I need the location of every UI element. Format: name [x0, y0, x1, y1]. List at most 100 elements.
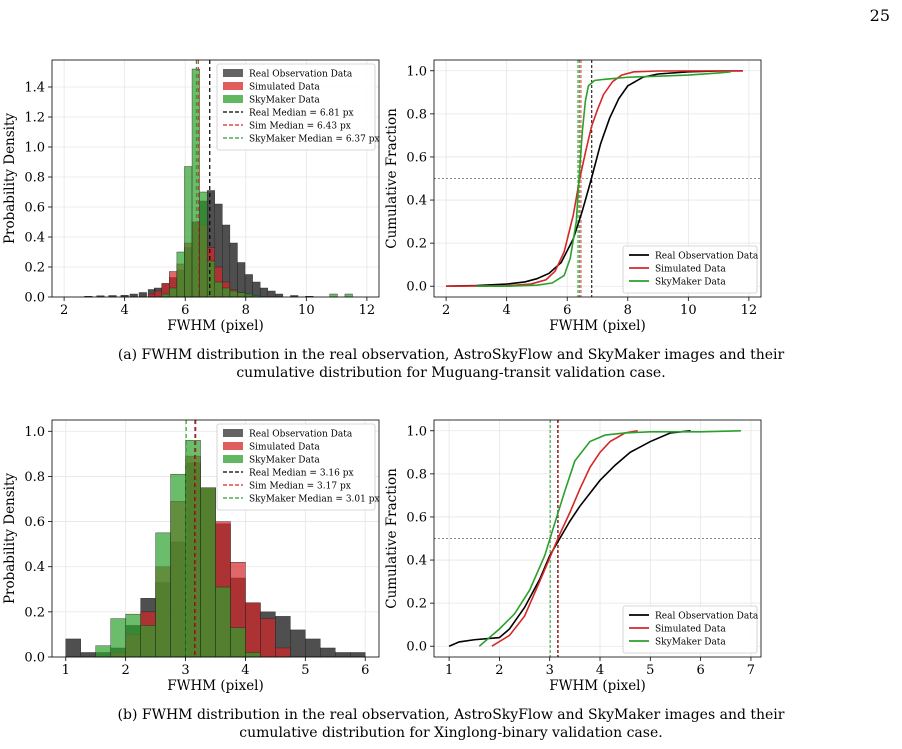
figure-a-histogram: 2 4 6 8 10 12 0.0 0.2 0.4 0.6 0.8 1.0 1.2 1.4 FWHM (pi…: [0, 52, 395, 346]
histogram-bar-sky: [215, 586, 231, 658]
y-tick-label: 0.0: [406, 640, 427, 655]
y-tick-label: 0.2: [24, 261, 45, 276]
histogram-bar-sky: [222, 287, 231, 298]
x-tick-label: 4: [596, 663, 604, 678]
chart-legend: Real Observation Data Simulated Data SkyMa…: [216, 63, 380, 151]
y-tick-label: 0.6: [24, 201, 45, 216]
y-tick-label: 1.0: [406, 424, 427, 439]
legend-swatch-sky: [223, 95, 243, 103]
x-tick-label: 10: [680, 303, 697, 318]
cdf-line-real: [446, 69, 743, 288]
histogram-chart-a: 2 4 6 8 10 12 0.0 0.2 0.4 0.6 0.8 1.0 1.2 1.4 FWHM (pi…: [2, 59, 380, 334]
x-tick-label: 8: [624, 303, 632, 318]
y-tick-label: 0.2: [406, 237, 427, 252]
x-axis-label: FWHM (pixel): [167, 318, 264, 334]
histogram-bar-sky: [140, 625, 156, 658]
histogram-bar-sky: [237, 292, 246, 298]
x-tick-label: 4: [241, 663, 249, 678]
histogram-bar-sim: [153, 290, 162, 298]
legend-label: Real Observation Data: [249, 430, 353, 440]
legend-swatch-real: [223, 429, 243, 437]
legend-label: Real Observation Data: [249, 70, 353, 80]
histogram-bar-sky: [344, 293, 353, 298]
histogram-bar-real: [229, 242, 238, 298]
x-tick-label: 1: [445, 663, 453, 678]
histogram-bar-sky: [200, 487, 216, 658]
x-tick-label: 2: [60, 303, 68, 318]
legend-box: [216, 423, 376, 511]
histogram-bar-sky: [95, 645, 111, 658]
x-tick-label: 7: [747, 663, 755, 678]
y-tick-label: 0.2: [24, 605, 45, 620]
y-tick-label: 1.2: [24, 111, 45, 126]
y-axis-label: Probability Density: [2, 473, 18, 604]
y-tick-label: 0.8: [406, 107, 427, 122]
histogram-bar-sim: [275, 647, 291, 658]
x-tick-label: 2: [122, 663, 130, 678]
cdf-chart-a: 2 4 6 8 10 12 0.0 0.2 0.4 0.6 0.8 1.0 FWHM (pixel) Cu…: [384, 59, 762, 334]
y-tick-label: 0.4: [406, 554, 427, 569]
histogram-bar-real: [305, 638, 321, 658]
x-axis-label: FWHM (pixel): [549, 678, 646, 694]
histogram-bar-sky: [329, 293, 338, 298]
histogram-bar-sky: [185, 440, 201, 658]
y-tick-label: 0.4: [24, 560, 45, 575]
x-tick-label: 6: [696, 663, 704, 678]
legend-label: Simulated Data: [249, 443, 320, 453]
plot-frame: [433, 419, 762, 658]
cdf-line-sim: [491, 429, 638, 647]
histogram-bar-sky: [161, 293, 170, 298]
legend-swatch-sim: [223, 82, 243, 90]
histogram-bar-real: [252, 281, 261, 298]
histogram-bar-sky: [170, 473, 186, 658]
histogram-bar-sky: [229, 290, 238, 298]
histogram-bar-real: [237, 262, 246, 298]
histogram-bar-real: [65, 638, 81, 658]
histogram-bar-real: [80, 652, 96, 658]
y-tick-label: 0.0: [24, 651, 45, 666]
y-tick-label: 0.6: [406, 150, 427, 165]
histogram-bar-real: [275, 293, 284, 298]
y-tick-label: 1.4: [24, 81, 45, 96]
histogram-bar-sky: [125, 613, 141, 658]
x-tick-label: 5: [646, 663, 654, 678]
legend-label: Simulated Data: [655, 625, 726, 635]
y-tick-label: 0.0: [24, 291, 45, 306]
histogram-bar-sky: [244, 293, 253, 298]
cdf-line-sky: [476, 71, 731, 288]
x-tick-label: 4: [121, 303, 129, 318]
y-axis-label: Cumulative Fraction: [384, 468, 400, 609]
histogram-bar-sky: [245, 652, 261, 658]
legend-label: Real Observation Data: [655, 612, 759, 622]
x-tick-label: 12: [741, 303, 758, 318]
page-number: 25: [869, 6, 890, 25]
histogram-chart-b: 1 2 3 4 5 6 0.0 0.2 0.4 0.6 0.8 1.0 FWHM (pixel) Prob…: [2, 419, 380, 694]
legend-label: Sim Median = 3.17 px: [249, 482, 351, 492]
plot-frame: [433, 59, 762, 298]
legend-swatch-sim: [223, 442, 243, 450]
legend-box: [216, 63, 376, 151]
x-tick-label: 2: [495, 663, 503, 678]
x-tick-label: 10: [298, 303, 315, 318]
caption-a-line1: (a) FWHM distribution in the real observ…: [117, 347, 785, 363]
y-tick-label: 0.0: [406, 280, 427, 295]
y-tick-label: 1.0: [406, 64, 427, 79]
caption-a: (a) FWHM distribution in the real observ…: [0, 346, 902, 382]
histogram-bar-real: [320, 647, 336, 658]
legend-box: [622, 245, 758, 294]
plot-frame: [51, 419, 380, 658]
y-tick-label: 0.8: [24, 470, 45, 485]
histogram-bar-real: [350, 652, 366, 658]
histogram-bar-sky: [110, 618, 126, 658]
x-axis-label: FWHM (pixel): [167, 678, 264, 694]
histogram-bar-sky: [230, 627, 246, 658]
y-tick-label: 1.0: [24, 425, 45, 440]
figure-b-cdf: 1 2 3 4 5 6 7 0.0 0.2 0.4 0.6 0.8 1.0 FWHM (pixel) Cum…: [382, 412, 772, 706]
histogram-bar-sky: [169, 287, 178, 298]
histogram-bar-sky: [199, 191, 208, 298]
y-axis-label: Cumulative Fraction: [384, 108, 400, 249]
histogram-bar-sky: [214, 281, 223, 298]
figure-b-histogram: 1 2 3 4 5 6 0.0 0.2 0.4 0.6 0.8 1.0 FWHM (pixel) Prob…: [0, 412, 395, 706]
caption-a-line2: cumulative distribution for Muguang-tran…: [236, 365, 666, 381]
histogram-bar-real: [335, 652, 351, 658]
